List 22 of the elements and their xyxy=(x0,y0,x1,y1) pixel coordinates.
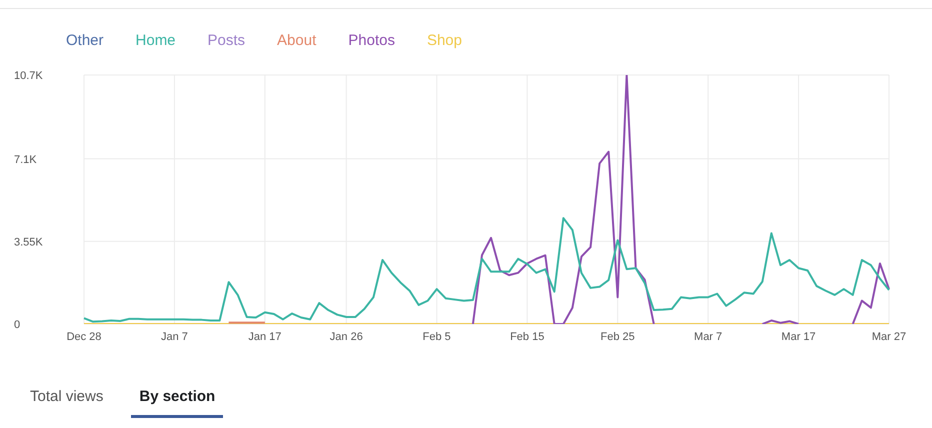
x-tick-label: Jan 26 xyxy=(330,330,363,343)
legend-label: Posts xyxy=(208,32,246,49)
text: About xyxy=(277,32,316,49)
x-tick-label: Feb 5 xyxy=(422,330,451,343)
text: Total views xyxy=(30,388,104,407)
x-tick-label: Feb 15 xyxy=(510,330,544,343)
x-tick-label: Mar 7 xyxy=(694,330,722,343)
text: Photos xyxy=(348,32,395,49)
x-tick-label: Jan 17 xyxy=(248,330,282,343)
y-tick-label: 0 xyxy=(14,319,20,331)
x-tick-label: Mar 17 xyxy=(781,330,816,343)
legend-label: Other xyxy=(66,32,104,49)
x-tick-label: Feb 25 xyxy=(600,330,635,343)
y-tick-label: 10.7K xyxy=(14,70,44,82)
x-tick-label: Jan 7 xyxy=(160,330,188,343)
y-tick-label: 3.55K xyxy=(14,236,44,248)
text: Home xyxy=(136,32,176,49)
x-tick-label: Mar 27 xyxy=(872,330,906,343)
text: Shop xyxy=(426,32,462,49)
x-tick-label: Dec 28 xyxy=(66,330,102,343)
y-tick-label: 7.1K xyxy=(14,154,38,166)
text: By section xyxy=(131,388,224,418)
